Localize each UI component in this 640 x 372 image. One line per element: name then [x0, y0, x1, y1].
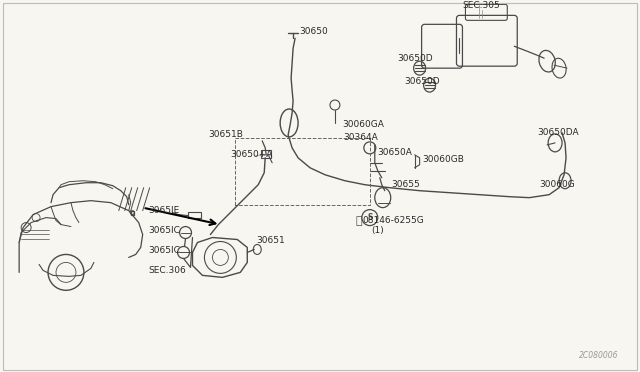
Text: 30651B: 30651B	[209, 131, 243, 140]
Text: 30060GA: 30060GA	[342, 121, 384, 129]
Text: 30364A: 30364A	[343, 134, 378, 142]
Text: 30650D: 30650D	[397, 54, 433, 63]
Text: SEC.306: SEC.306	[148, 266, 186, 275]
Text: 30655: 30655	[392, 180, 420, 189]
Text: 3065lC: 3065lC	[148, 246, 180, 255]
Text: 3065lC: 3065lC	[148, 226, 180, 235]
Text: 30650+A: 30650+A	[230, 150, 273, 159]
Text: (1): (1)	[371, 226, 384, 235]
Text: 3065lE: 3065lE	[148, 206, 180, 215]
Text: 30060GB: 30060GB	[422, 155, 465, 164]
Text: 30060G: 30060G	[539, 180, 575, 189]
Text: 30650D: 30650D	[404, 77, 440, 86]
Text: 08146-6255G: 08146-6255G	[363, 216, 424, 225]
Text: Ⓢ: Ⓢ	[355, 216, 362, 225]
Bar	[188, 212, 202, 218]
Text: 30650A: 30650A	[378, 148, 413, 157]
Text: 30650: 30650	[299, 27, 328, 36]
Text: 30650DA: 30650DA	[537, 128, 579, 137]
Text: S: S	[367, 213, 372, 222]
Text: SEC.305: SEC.305	[463, 1, 500, 10]
Bar	[261, 150, 271, 158]
Text: 2C080006: 2C080006	[579, 351, 619, 360]
Text: 30651: 30651	[256, 236, 285, 245]
